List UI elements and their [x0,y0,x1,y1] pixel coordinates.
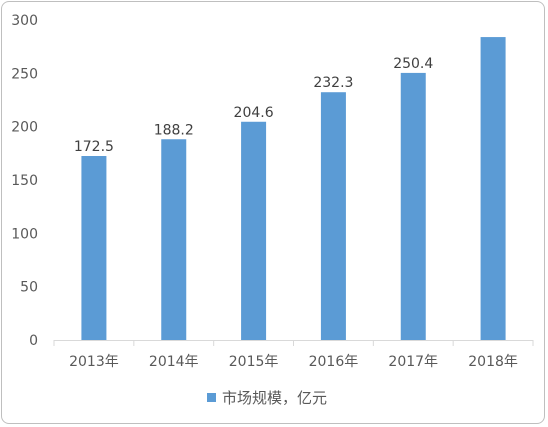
y-axis: 0 50 100 150 200 250 300 [11,13,38,349]
y-tick-label: 150 [11,173,38,189]
x-tick-label: 2013年 [69,354,119,370]
data-label: 188.2 [154,122,194,138]
bar [480,37,506,341]
x-tick-label: 2016年 [309,354,359,370]
data-label: 204.6 [234,105,274,121]
bar [161,139,187,340]
legend-label: 市场规模，亿元 [222,389,327,407]
legend-swatch [207,393,216,402]
y-tick-label: 0 [29,333,38,349]
y-tick-label: 250 [11,66,38,82]
bars [81,37,506,341]
data-label: 250.4 [393,56,433,72]
x-axis: 2013年 2014年 2015年 2016年 2017年 2018年 [53,340,534,370]
data-labels: 172.5 188.2 204.6 232.3 250.4 [74,56,434,155]
data-label: 232.3 [313,75,353,91]
x-tick-label: 2017年 [388,354,438,370]
legend: 市场规模，亿元 [207,389,327,407]
bar [81,156,107,340]
x-tick-label: 2018年 [468,354,518,370]
data-label: 172.5 [74,139,114,155]
y-tick-label: 200 [11,120,38,136]
y-tick-label: 300 [11,13,38,29]
x-tick-label: 2015年 [229,354,279,370]
bar [320,92,346,340]
y-tick-label: 100 [11,226,38,242]
bar [241,121,267,340]
x-tick-label: 2014年 [149,354,199,370]
bar [400,72,426,340]
y-tick-label: 50 [20,280,38,296]
watermark-text: 搜狐号@中金企信国际咨询 [344,6,536,25]
